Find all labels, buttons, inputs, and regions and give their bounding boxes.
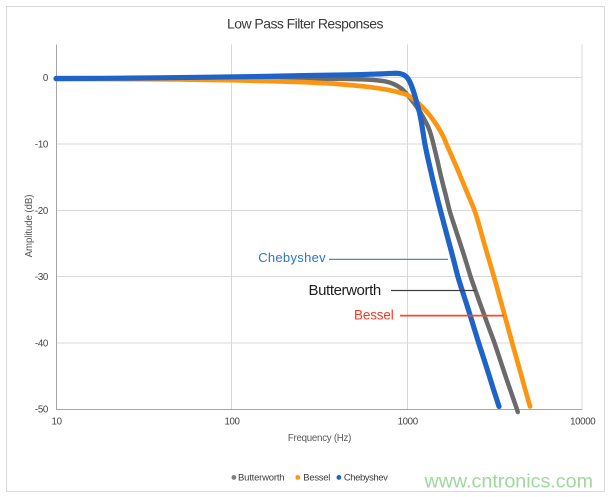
svg-text:10000: 10000 xyxy=(570,417,596,428)
svg-text:0: 0 xyxy=(43,73,49,84)
svg-text:100: 100 xyxy=(224,417,240,428)
svg-text:www.cntronics.com: www.cntronics.com xyxy=(424,470,593,492)
svg-text:Butterworth: Butterworth xyxy=(238,473,284,484)
svg-text:Amplitude (dB): Amplitude (dB) xyxy=(24,195,35,258)
svg-text:10: 10 xyxy=(52,417,63,428)
svg-text:-50: -50 xyxy=(35,405,49,416)
svg-text:1000: 1000 xyxy=(398,417,419,428)
svg-text:Bessel: Bessel xyxy=(354,308,394,323)
svg-text:Chebyshev: Chebyshev xyxy=(258,250,326,265)
svg-text:-40: -40 xyxy=(35,338,49,349)
svg-text:Low Pass Filter Responses: Low Pass Filter Responses xyxy=(227,16,383,32)
svg-text:-10: -10 xyxy=(35,139,49,150)
svg-text:Chebyshev: Chebyshev xyxy=(344,473,388,484)
svg-text:Bessel: Bessel xyxy=(303,473,330,484)
svg-text:Butterworth: Butterworth xyxy=(309,282,381,299)
svg-text:Frequency (Hz): Frequency (Hz) xyxy=(288,433,351,444)
svg-text:-30: -30 xyxy=(35,272,49,283)
svg-text:-20: -20 xyxy=(35,206,49,217)
